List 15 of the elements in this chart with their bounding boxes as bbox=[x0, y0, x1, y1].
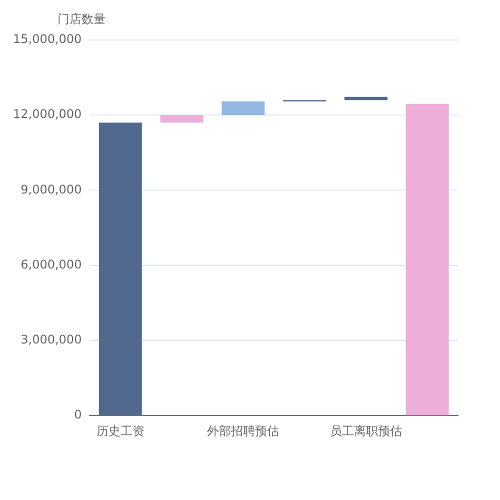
bar bbox=[344, 96, 388, 100]
bar bbox=[406, 104, 449, 416]
y-tick-label: 12,000,000 bbox=[12, 107, 82, 122]
y-tick-label: 0 bbox=[74, 408, 82, 422]
bar bbox=[222, 101, 265, 116]
bar bbox=[160, 115, 204, 123]
y-tick-label: 3,000,000 bbox=[20, 332, 82, 347]
y-tick-label: 6,000,000 bbox=[20, 257, 82, 272]
y-axis-title: 门店数量 bbox=[58, 12, 106, 26]
x-tick-label: 员工离职预估 bbox=[330, 424, 402, 438]
x-tick-label: 外部招聘预估 bbox=[207, 424, 280, 438]
y-tick-label: 9,000,000 bbox=[20, 182, 82, 196]
y-tick-label: 15,000,000 bbox=[12, 32, 82, 46]
bar bbox=[98, 122, 142, 416]
x-tick-label: 历史工资 bbox=[96, 424, 144, 438]
